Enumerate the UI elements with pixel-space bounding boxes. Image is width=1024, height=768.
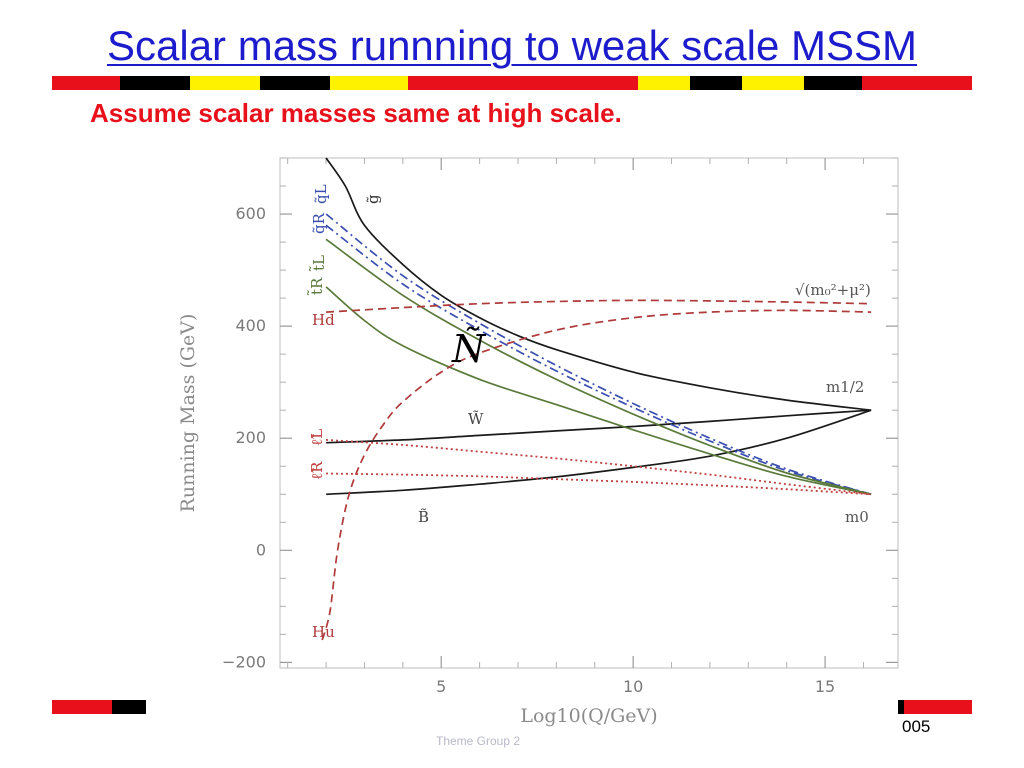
- annotation-m0: m0: [845, 508, 869, 526]
- series-layer: [321, 157, 872, 641]
- stripe-segment: [742, 76, 804, 90]
- series-line-3: [325, 213, 872, 496]
- series-line-6: [325, 286, 872, 496]
- stripe-segment: [690, 76, 742, 90]
- series-label-Hd: Hd: [312, 311, 335, 329]
- series-line-8: [321, 309, 872, 641]
- annotation-neutralino: Ñ: [451, 327, 487, 371]
- plot-frame: [279, 157, 899, 669]
- series-line-5: [325, 238, 872, 496]
- stripe-segment: [330, 76, 408, 90]
- series-line-2: [326, 409, 872, 496]
- series-label-tR: t̃R: [307, 277, 326, 296]
- slide-subtitle: Assume scalar masses same at high scale.: [90, 98, 622, 128]
- stripe-segment: [408, 76, 638, 90]
- stripe-segment: [898, 700, 904, 714]
- series-label-qR: q̃R: [310, 212, 328, 234]
- annotation-m0-mu: √(m₀²+μ²): [795, 281, 871, 299]
- label-layer: Running Mass (GeV) Log10(Q/GeV) g̃ W̃ B̃…: [177, 184, 871, 727]
- footer-text: Theme Group 2: [436, 734, 521, 748]
- series-label-qL: q̃L: [312, 184, 330, 204]
- y-axis-title: Running Mass (GeV): [177, 314, 199, 513]
- series-line-0: [325, 157, 872, 412]
- series-line-7: [326, 299, 872, 313]
- series-line-4: [325, 224, 872, 496]
- axis-layer: −200 0 200 400 600 5 10 15: [222, 157, 898, 696]
- stripe-segment: [112, 700, 146, 714]
- page-number: 005: [902, 717, 931, 736]
- series-label-slepton-R: ℓ̃R: [308, 461, 326, 480]
- series-line-9: [326, 439, 872, 496]
- slide-title: Scalar mass runnning to weak scale MSSM: [107, 22, 917, 69]
- stripe-segment: [804, 76, 862, 90]
- y-tick-label: 200: [235, 428, 266, 447]
- stripe-segment: [120, 76, 190, 90]
- annotation-m-half: m1/2: [826, 378, 864, 396]
- y-tick-label: 0: [256, 540, 266, 559]
- series-label-tL: t̃L: [309, 255, 328, 272]
- series-label-gluino: g̃: [364, 194, 382, 204]
- x-tick-label: 5: [436, 677, 446, 696]
- y-tick-label: −200: [222, 652, 266, 671]
- series-label-slepton-L: ℓ̃L: [308, 429, 326, 446]
- stripe-segment: [190, 76, 260, 90]
- stripe-segment: [904, 700, 972, 714]
- y-tick-label: 400: [235, 316, 266, 335]
- series-label-bino: B̃: [418, 508, 429, 526]
- y-tick-label: 600: [235, 204, 266, 223]
- x-tick-label: 10: [623, 677, 643, 696]
- series-label-wino: W̃: [468, 410, 484, 428]
- series-label-Hu: Hu: [312, 623, 335, 641]
- series-line-10: [326, 472, 872, 496]
- stripe-segment: [638, 76, 690, 90]
- x-tick-label: 15: [815, 677, 835, 696]
- x-axis-title: Log10(Q/GeV): [520, 705, 657, 727]
- stripe-segment: [260, 76, 330, 90]
- stripe-segment: [52, 700, 112, 714]
- stripe-segment: [862, 76, 972, 90]
- series-line-1: [326, 409, 872, 444]
- stripe-segment: [52, 76, 120, 90]
